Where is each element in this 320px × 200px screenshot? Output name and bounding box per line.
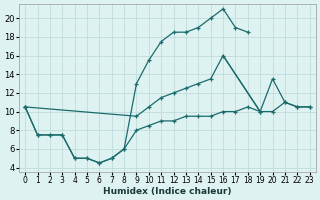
X-axis label: Humidex (Indice chaleur): Humidex (Indice chaleur): [103, 187, 232, 196]
